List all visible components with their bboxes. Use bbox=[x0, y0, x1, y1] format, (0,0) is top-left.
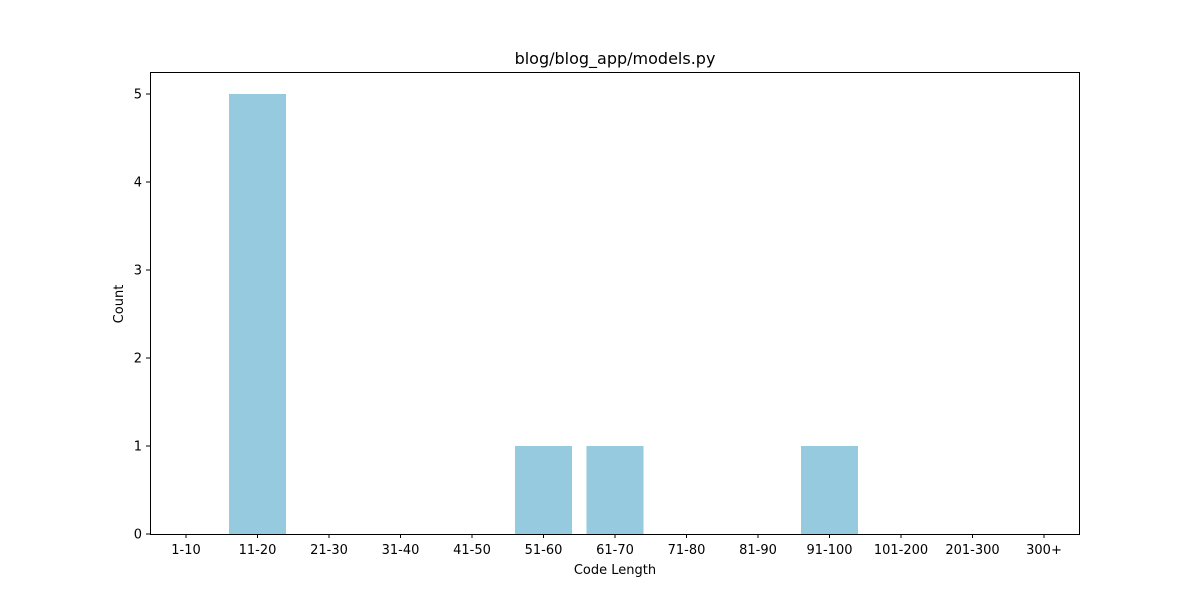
x-tick-label: 41-50 bbox=[453, 543, 491, 558]
x-tick-label: 1-10 bbox=[171, 543, 201, 558]
x-tick-label: 101-200 bbox=[874, 543, 928, 558]
x-axis: 1-10 11-20 21-30 31-40 41-50 51-60 61-70 71-80 8… bbox=[171, 534, 1062, 558]
x-tick-label: 31-40 bbox=[382, 543, 420, 558]
x-tick-label: 51-60 bbox=[525, 543, 563, 558]
y-axis: 0 1 2 3 4 5 bbox=[134, 88, 150, 543]
y-tick-label: 4 bbox=[134, 176, 142, 191]
y-tick-label: 5 bbox=[134, 88, 142, 103]
y-tick-label: 2 bbox=[134, 352, 142, 367]
x-tick-label: 61-70 bbox=[596, 543, 634, 558]
chart-title: blog/blog_app/models.py bbox=[515, 49, 716, 69]
bars-group bbox=[229, 94, 858, 534]
x-tick-label: 81-90 bbox=[739, 543, 777, 558]
x-tick-label: 21-30 bbox=[310, 543, 348, 558]
x-tick-label: 91-100 bbox=[806, 543, 852, 558]
x-tick-label: 71-80 bbox=[668, 543, 706, 558]
x-tick-label: 201-300 bbox=[945, 543, 999, 558]
y-tick-label: 3 bbox=[134, 264, 142, 279]
x-tick-label: 300+ bbox=[1026, 543, 1062, 558]
bar-61-70 bbox=[586, 446, 644, 534]
y-tick-label: 1 bbox=[134, 440, 142, 455]
bar-91-100 bbox=[801, 446, 858, 534]
y-tick-label: 0 bbox=[134, 528, 142, 543]
bar-51-60 bbox=[515, 446, 572, 534]
x-tick-label: 11-20 bbox=[239, 543, 277, 558]
x-axis-label: Code Length bbox=[574, 563, 656, 578]
bar-11-20 bbox=[229, 94, 286, 534]
y-axis-label: Count bbox=[112, 285, 127, 324]
